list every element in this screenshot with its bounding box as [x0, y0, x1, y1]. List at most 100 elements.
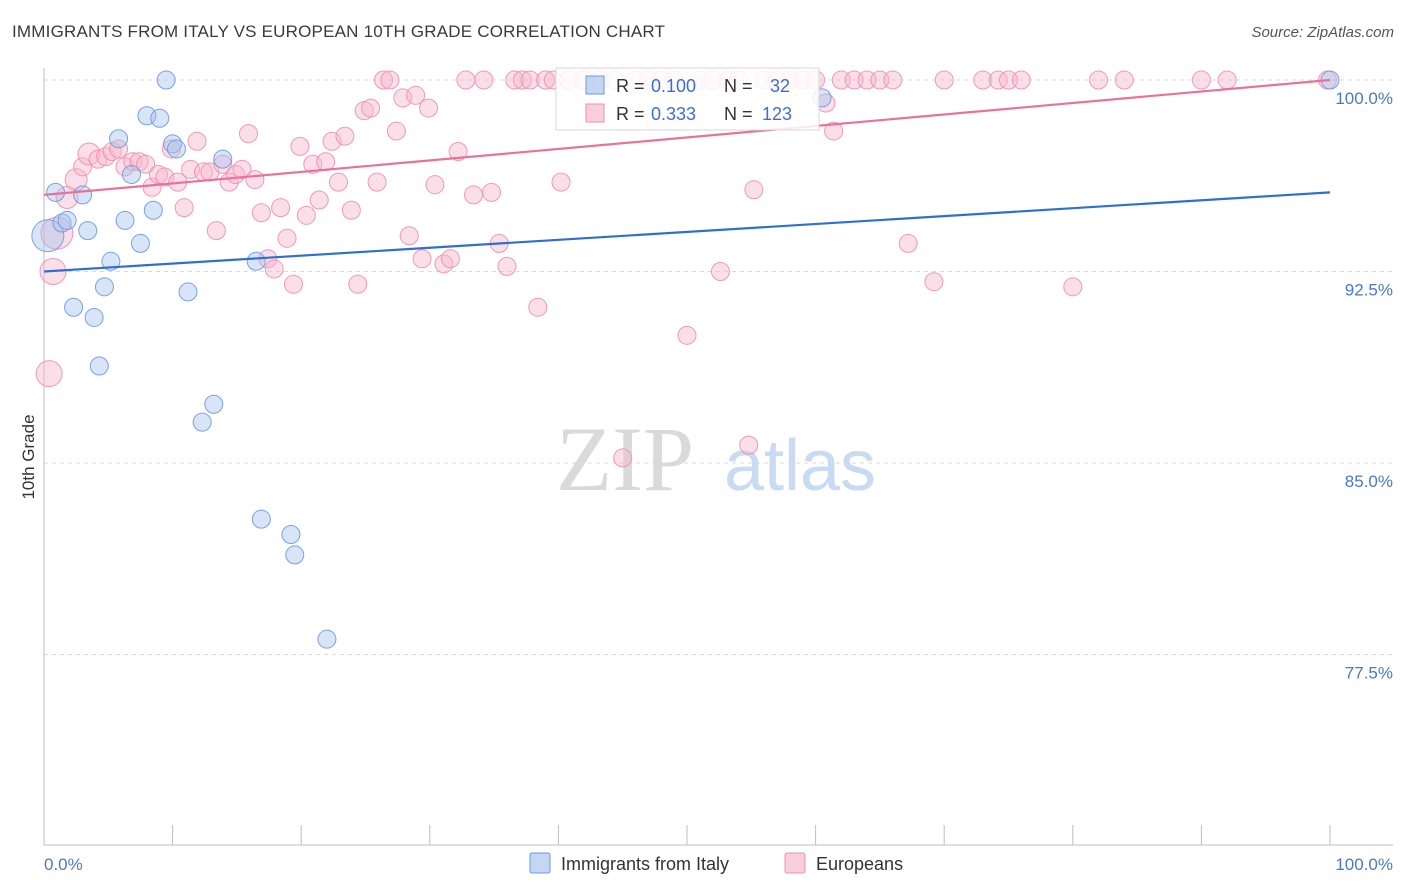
- stats-n-label-italy: N =: [724, 76, 753, 96]
- chart-title: IMMIGRANTS FROM ITALY VS EUROPEAN 10TH G…: [12, 22, 666, 41]
- watermark-zip: ZIP: [556, 408, 694, 510]
- point-europeans: [335, 126, 355, 146]
- point-europeans: [316, 152, 336, 172]
- point-europeans: [277, 228, 297, 248]
- stats-r-value-europe: 0.333: [651, 104, 696, 124]
- legend: Immigrants from Italy Europeans: [529, 852, 903, 874]
- point-europeans: [988, 70, 1008, 90]
- point-italy: [285, 545, 305, 565]
- point-europeans: [482, 182, 502, 202]
- point-europeans: [412, 249, 432, 269]
- point-italy: [57, 210, 77, 230]
- point-italy: [31, 219, 65, 253]
- point-europeans: [883, 70, 903, 90]
- point-europeans: [1089, 70, 1109, 90]
- legend-swatch-europe: [784, 852, 806, 874]
- point-europeans: [245, 170, 265, 190]
- point-europeans: [206, 221, 226, 241]
- point-europeans: [456, 70, 476, 90]
- point-europeans: [35, 360, 63, 388]
- point-italy: [143, 200, 163, 220]
- point-europeans: [238, 124, 258, 144]
- watermark-atlas: atlas: [724, 426, 876, 506]
- point-europeans: [924, 272, 944, 292]
- point-italy: [281, 524, 301, 544]
- point-europeans: [1063, 277, 1083, 297]
- point-europeans: [264, 259, 284, 279]
- watermark: ZIP atlas: [556, 408, 876, 510]
- y-tick-labels: 100.0% 92.5% 85.0% 77.5%: [1335, 89, 1393, 683]
- point-italy: [89, 356, 109, 376]
- axes: [43, 68, 1393, 846]
- stats-n-label-europe: N =: [724, 104, 753, 124]
- point-europeans: [744, 180, 764, 200]
- trendline-europeans: [43, 78, 1331, 196]
- point-europeans: [296, 205, 316, 225]
- point-europeans: [187, 131, 207, 151]
- stats-swatch-italy: [585, 75, 605, 95]
- point-europeans: [374, 70, 394, 90]
- point-europeans: [505, 70, 525, 90]
- point-europeans: [1191, 70, 1211, 90]
- point-italy: [213, 149, 233, 169]
- point-europeans: [142, 177, 162, 197]
- point-europeans: [73, 157, 93, 177]
- point-europeans: [283, 274, 303, 294]
- point-italy: [94, 277, 114, 297]
- point-europeans: [419, 98, 439, 118]
- point-italy: [246, 251, 266, 271]
- point-italy: [52, 213, 72, 233]
- point-europeans: [1114, 70, 1134, 90]
- point-europeans: [341, 200, 361, 220]
- series-italy: [31, 70, 1340, 649]
- stats-box: R = 0.100 N = 32 R = 0.333 N = 123: [555, 67, 820, 131]
- stats-swatch-europe: [585, 103, 605, 123]
- point-europeans: [109, 139, 129, 159]
- point-europeans: [232, 159, 252, 179]
- point-italy: [192, 412, 212, 432]
- point-italy: [64, 297, 84, 317]
- point-europeans: [448, 141, 468, 161]
- stats-n-value-europe: 123: [762, 104, 792, 124]
- trendline-italy: [43, 191, 1331, 273]
- point-europeans: [77, 142, 101, 166]
- point-europeans: [528, 297, 548, 317]
- y-tick-label: 85.0%: [1345, 472, 1393, 491]
- point-europeans: [251, 203, 271, 223]
- point-europeans: [406, 85, 426, 105]
- point-italy: [101, 251, 121, 271]
- point-europeans: [290, 136, 310, 156]
- point-europeans: [474, 70, 494, 90]
- point-europeans: [367, 172, 387, 192]
- point-europeans: [710, 262, 730, 281]
- x-tick-label-max: 100.0%: [1335, 855, 1393, 874]
- y-tick-label: 77.5%: [1345, 664, 1393, 683]
- point-europeans: [271, 198, 291, 218]
- point-europeans: [536, 70, 556, 90]
- point-europeans: [824, 121, 844, 141]
- point-italy: [178, 282, 198, 302]
- point-italy: [84, 307, 104, 327]
- point-europeans: [322, 131, 342, 151]
- y-tick-label: 100.0%: [1335, 89, 1393, 108]
- point-italy: [109, 129, 129, 149]
- point-europeans: [64, 168, 88, 192]
- point-italy: [115, 210, 135, 230]
- point-europeans: [309, 190, 329, 210]
- point-europeans: [934, 70, 954, 90]
- point-europeans: [497, 256, 517, 276]
- point-europeans: [551, 172, 571, 192]
- point-europeans: [361, 98, 381, 118]
- point-italy: [163, 134, 183, 154]
- point-italy: [121, 164, 141, 184]
- point-europeans: [155, 167, 175, 187]
- trend-lines: [43, 78, 1331, 273]
- point-europeans: [1011, 70, 1031, 90]
- point-europeans: [440, 249, 460, 269]
- point-europeans: [348, 274, 368, 294]
- point-europeans: [520, 70, 540, 90]
- point-europeans: [174, 198, 194, 218]
- point-italy: [130, 233, 150, 253]
- point-italy: [78, 221, 98, 241]
